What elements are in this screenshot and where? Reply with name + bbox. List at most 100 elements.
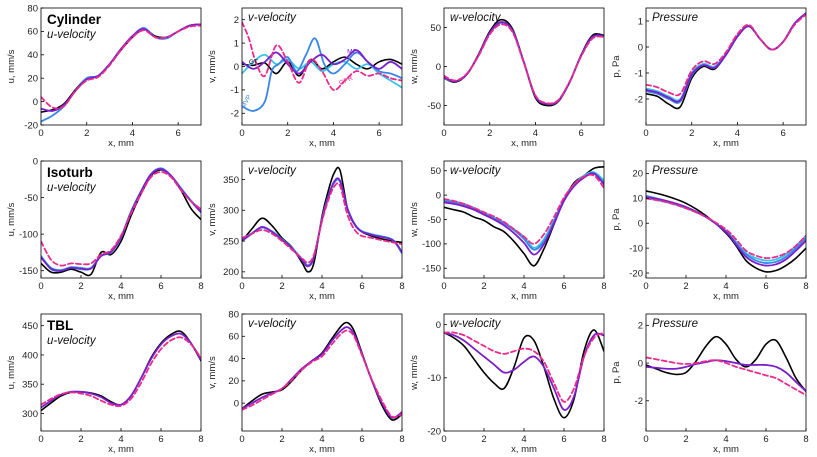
y-tick-label: -20 [24, 120, 38, 131]
x-tick-label: 6 [561, 281, 566, 292]
x-tick-label: 2 [481, 281, 486, 292]
x-tick-label: 4 [118, 434, 123, 445]
panel-8: 0 2 4 6 8 -20 -10 0 10 20 x, mm p, Pa Pressure [611, 160, 809, 302]
x-tick-label: 0 [643, 128, 648, 139]
y-axis-label: v, mm/s [207, 356, 218, 389]
x-tick-label: 2 [78, 281, 83, 292]
y-tick-label: 2 [234, 15, 239, 26]
y-tick-label: 0 [33, 156, 38, 167]
x-tick-label: 4 [319, 434, 324, 445]
y-tick-label: 300 [223, 206, 239, 217]
plot-frame [443, 7, 605, 126]
x-tick-label: 2 [285, 128, 290, 139]
y-tick-label: 250 [223, 236, 239, 247]
series-group [41, 330, 201, 412]
series-m3-line [444, 172, 604, 256]
y-tick-label: 1 [234, 38, 239, 49]
x-tick-label: 0 [441, 434, 446, 445]
y-tick-label: 200 [223, 267, 239, 278]
plot-frame [645, 7, 807, 126]
y-tick-label: 40 [228, 354, 239, 365]
x-tick-label: 2 [481, 434, 486, 445]
y-tick-label: 0 [436, 320, 441, 331]
plot-frame [645, 313, 807, 432]
y-tick-label: 0 [234, 62, 239, 73]
y-tick-label: -100 [19, 229, 38, 240]
x-tick-label: 4 [521, 281, 526, 292]
y-tick-label: -20 [629, 268, 643, 279]
series-m3-line [646, 196, 806, 267]
panel-11: 0 2 4 6 8 -20 -10 0 x, mm w, mm/s w-velocity [409, 313, 607, 455]
x-tick-label: 2 [487, 128, 492, 139]
x-tick-label: 4 [130, 128, 135, 139]
series-m3-line [242, 326, 402, 419]
x-tick-label: 0 [239, 281, 244, 292]
series-m2-line [646, 12, 806, 102]
series-m1-line [646, 194, 806, 265]
row-title: Isoturb [47, 165, 93, 180]
y-tick-label: 0 [638, 42, 643, 53]
y-tick-label: 1 [638, 16, 643, 27]
series-ref-line [242, 321, 402, 421]
y-tick-label: -20 [427, 426, 441, 437]
plot-frame [40, 7, 202, 126]
series-annotation: MC [347, 49, 357, 56]
x-tick-label: 4 [521, 434, 526, 445]
x-tick-label: 2 [279, 281, 284, 292]
x-tick-label: 0 [441, 128, 446, 139]
series-group [444, 329, 604, 419]
series-m3-line [444, 21, 604, 106]
y-tick-label: 350 [223, 175, 239, 186]
y-tick-label: 50 [430, 23, 441, 34]
panel-9: 0 2 4 6 8 300 350 400 450 x, mm u, mm/s TBL u-veloci… [6, 313, 204, 455]
x-axis-label: x, mm [108, 444, 134, 455]
panel-title: v-velocity [248, 318, 297, 330]
series-m4-line [242, 182, 402, 264]
y-tick-label: 10 [632, 194, 643, 205]
panel-title: w-velocity [450, 165, 502, 177]
y-tick-label: -10 [427, 373, 441, 384]
x-tick-label: 6 [763, 434, 768, 445]
x-tick-label: 4 [118, 281, 123, 292]
y-tick-label: 0 [234, 398, 239, 409]
series-m4-line [242, 21, 402, 91]
y-tick-label: 40 [27, 50, 38, 61]
x-axis-label: x, mm [511, 291, 537, 302]
x-tick-label: 6 [561, 434, 566, 445]
x-tick-label: 2 [78, 434, 83, 445]
panel-6: 0 2 4 6 8 200 250 300 350 x, mm v, mm/s v-velocity [207, 160, 405, 302]
y-axis-label: p, Pa [611, 208, 622, 231]
x-tick-label: 0 [38, 434, 43, 445]
x-tick-label: 8 [601, 281, 606, 292]
series-group [242, 166, 402, 273]
series-ref-line [444, 166, 604, 267]
plot-frame [241, 313, 403, 432]
x-tick-label: 6 [175, 128, 180, 139]
x-axis-label: x, mm [309, 444, 335, 455]
y-axis-label: v, mm/s [207, 203, 218, 236]
x-tick-label: 4 [723, 281, 728, 292]
x-tick-label: 8 [803, 281, 808, 292]
y-axis-label: w, mm/s [409, 202, 420, 238]
x-axis-label: x, mm [713, 291, 739, 302]
panel-title: Pressure [652, 165, 698, 177]
series-ref-line [646, 12, 806, 110]
panel-title: u-velocity [47, 29, 97, 41]
y-tick-label: 0 [638, 358, 643, 369]
series-m2-line [242, 53, 402, 89]
series-m3-line [444, 331, 604, 411]
y-tick-label: -50 [427, 101, 441, 112]
y-tick-label: 2 [638, 321, 643, 332]
series-m1-line [444, 172, 604, 251]
x-tick-label: 2 [279, 434, 284, 445]
series-m4-line [41, 24, 201, 110]
panel-3: 0 2 4 6 -50 0 50 x, mm w, mm/s w-velocity [409, 7, 605, 149]
x-axis-label: x, mm [713, 138, 739, 149]
x-tick-label: 2 [84, 128, 89, 139]
x-tick-label: 8 [399, 434, 404, 445]
x-tick-label: 0 [38, 281, 43, 292]
y-tick-label: 0 [436, 190, 441, 201]
x-tick-label: 2 [689, 128, 694, 139]
